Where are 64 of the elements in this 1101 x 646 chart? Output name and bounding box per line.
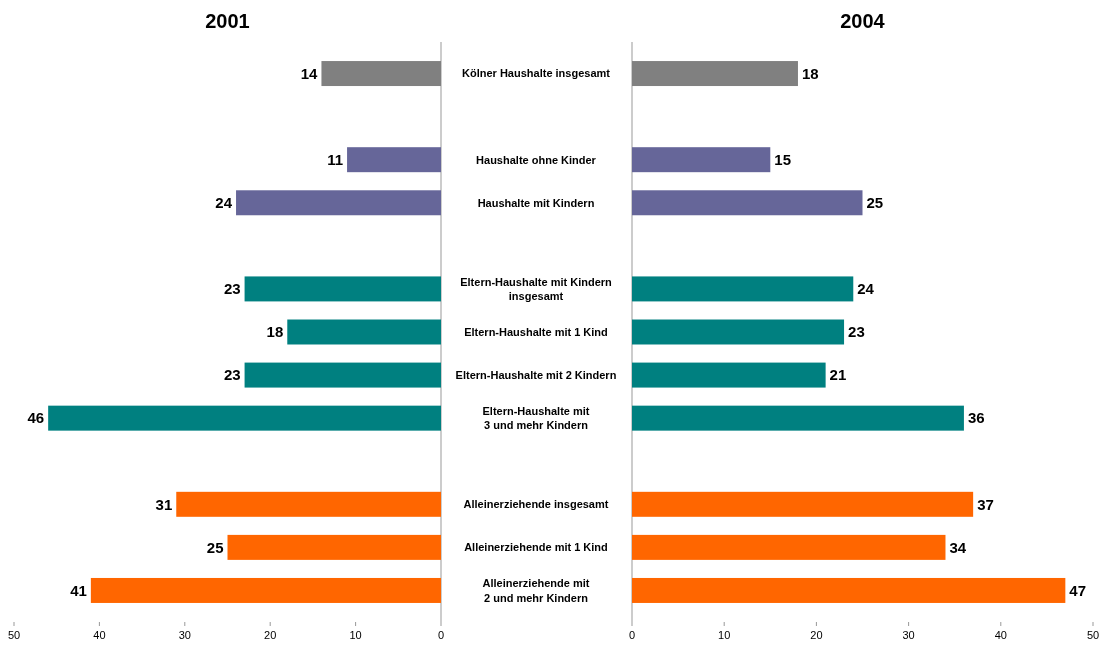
y-tick-label: Eltern-Haushalte mit 3 und mehr Kindern [482,405,590,432]
x-tick-label: 20 [810,629,823,641]
data-label: 34 [949,538,967,556]
bar [632,276,854,302]
bar [90,577,441,603]
x-tick-label: 20 [264,629,277,641]
data-label: 23 [223,366,241,384]
data-label: 31 [155,495,173,513]
bar [632,534,946,560]
x-tick-label: 0 [437,629,445,641]
bar [48,405,441,431]
bar [287,319,441,345]
data-label: 24 [857,280,875,298]
data-label: 14 [300,64,319,82]
data-label: 47 [1069,581,1087,599]
bar [321,61,441,87]
data-label: 23 [848,323,865,341]
data-label: 36 [967,409,985,427]
x-tick-label: 50 [7,629,21,641]
x-tick-label: 50 [1086,629,1100,641]
y-tick-label: Alleinerziehende insgesamt [463,498,609,511]
data-label: 25 [866,194,884,212]
bar [236,190,441,216]
data-label: 46 [27,409,45,427]
bar [632,147,771,173]
x-tick-label: 40 [994,629,1007,641]
x-tick-label: 0 [628,629,636,641]
data-label: 18 [266,323,284,341]
bar [632,405,964,431]
x-tick-label: 40 [93,629,106,641]
y-tick-label: Haushalte mit Kindern [477,196,595,209]
data-label: 18 [801,64,819,82]
bar [176,491,441,517]
bar [632,319,845,345]
bar [227,534,441,560]
data-label: 37 [977,495,994,513]
y-tick-label: Kölner Haushalte insgesamt [462,67,611,80]
bar [347,147,441,173]
bar [632,362,826,388]
chart-title: 2001 [205,10,250,32]
y-tick-label: Haushalte ohne Kinder [476,153,597,166]
bar [632,491,974,517]
x-tick-label: 10 [349,629,362,641]
data-label: 24 [215,194,233,212]
data-label: 41 [70,581,87,599]
data-label: 23 [223,280,241,298]
bar [632,61,798,87]
data-label: 11 [327,150,344,168]
bar [632,190,863,216]
bar [244,362,441,388]
y-tick-label: Eltern-Haushalte mit 1 Kind [464,325,608,338]
data-label: 15 [774,150,791,168]
y-tick-label: Eltern-Haushalte mit 2 Kindern [455,368,617,381]
x-tick-label: 30 [902,629,915,641]
y-tick-label: Alleinerziehende mit 1 Kind [464,541,608,554]
chart-title: 2004 [840,10,886,32]
y-tick-label: Alleinerziehende mit 2 und mehr Kindern [482,577,590,604]
data-label: 21 [829,366,847,384]
x-tick-label: 30 [178,629,191,641]
y-tick-label: Eltern-Haushalte mit Kindern insgesamt [460,275,613,303]
x-tick-label: 10 [718,629,731,641]
bar [632,577,1066,603]
data-label: 25 [206,538,224,556]
bar [244,276,441,302]
